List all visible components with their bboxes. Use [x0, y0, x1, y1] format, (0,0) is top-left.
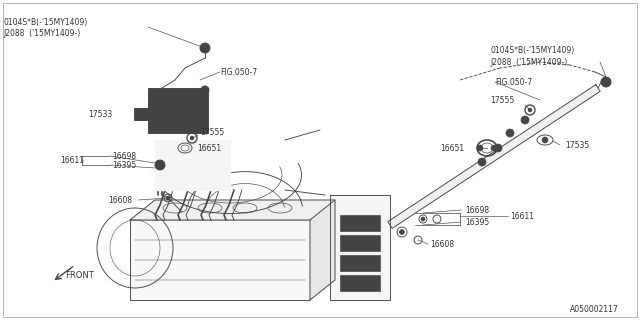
- Text: 17535: 17535: [565, 140, 589, 149]
- Text: 16651: 16651: [197, 143, 221, 153]
- Text: 0104S*B(-'15MY1409): 0104S*B(-'15MY1409): [490, 45, 574, 54]
- Circle shape: [491, 145, 497, 151]
- Circle shape: [200, 43, 210, 53]
- Polygon shape: [330, 195, 390, 300]
- Circle shape: [494, 144, 502, 152]
- Circle shape: [399, 229, 404, 235]
- Text: FIG.050-7: FIG.050-7: [495, 77, 532, 86]
- Circle shape: [158, 163, 162, 167]
- Text: 17533: 17533: [88, 109, 112, 118]
- Circle shape: [166, 196, 170, 200]
- Circle shape: [140, 112, 144, 116]
- Text: 16395: 16395: [465, 218, 489, 227]
- Circle shape: [601, 77, 611, 87]
- Text: 16698: 16698: [112, 151, 136, 161]
- Circle shape: [138, 110, 146, 118]
- Text: FIG.050-7: FIG.050-7: [220, 68, 257, 76]
- Circle shape: [190, 136, 194, 140]
- Polygon shape: [310, 200, 335, 300]
- Bar: [155, 93, 201, 128]
- Text: FRONT: FRONT: [65, 270, 93, 279]
- Bar: [340, 255, 380, 271]
- Circle shape: [478, 158, 486, 166]
- Polygon shape: [388, 85, 600, 228]
- Bar: [340, 235, 380, 251]
- Text: 16611: 16611: [60, 156, 84, 164]
- Circle shape: [521, 116, 529, 124]
- Text: 0104S*B(-'15MY1409): 0104S*B(-'15MY1409): [3, 18, 87, 27]
- Circle shape: [477, 145, 483, 151]
- Circle shape: [604, 79, 609, 84]
- Circle shape: [155, 160, 165, 170]
- Text: 16395: 16395: [112, 161, 136, 170]
- Text: J2088  ('15MY1409-): J2088 ('15MY1409-): [490, 58, 567, 67]
- Polygon shape: [130, 200, 335, 220]
- Text: 16698: 16698: [465, 205, 489, 214]
- Circle shape: [528, 108, 532, 112]
- Circle shape: [421, 217, 425, 221]
- Circle shape: [506, 129, 514, 137]
- Text: 16608: 16608: [108, 196, 132, 204]
- Text: 16651: 16651: [440, 143, 464, 153]
- Text: J2088  ('15MY1409-): J2088 ('15MY1409-): [3, 28, 80, 37]
- Text: 16608: 16608: [430, 239, 454, 249]
- Polygon shape: [155, 140, 230, 190]
- Bar: [340, 275, 380, 291]
- Bar: [134, 108, 150, 120]
- Circle shape: [202, 45, 207, 51]
- Text: 17555: 17555: [200, 127, 224, 137]
- Bar: [340, 215, 380, 231]
- Text: A050002117: A050002117: [570, 306, 619, 315]
- Text: 17555: 17555: [490, 95, 515, 105]
- Text: 16611: 16611: [510, 212, 534, 220]
- Circle shape: [201, 86, 209, 94]
- Bar: [148, 88, 208, 133]
- Circle shape: [542, 137, 548, 143]
- Polygon shape: [130, 220, 310, 300]
